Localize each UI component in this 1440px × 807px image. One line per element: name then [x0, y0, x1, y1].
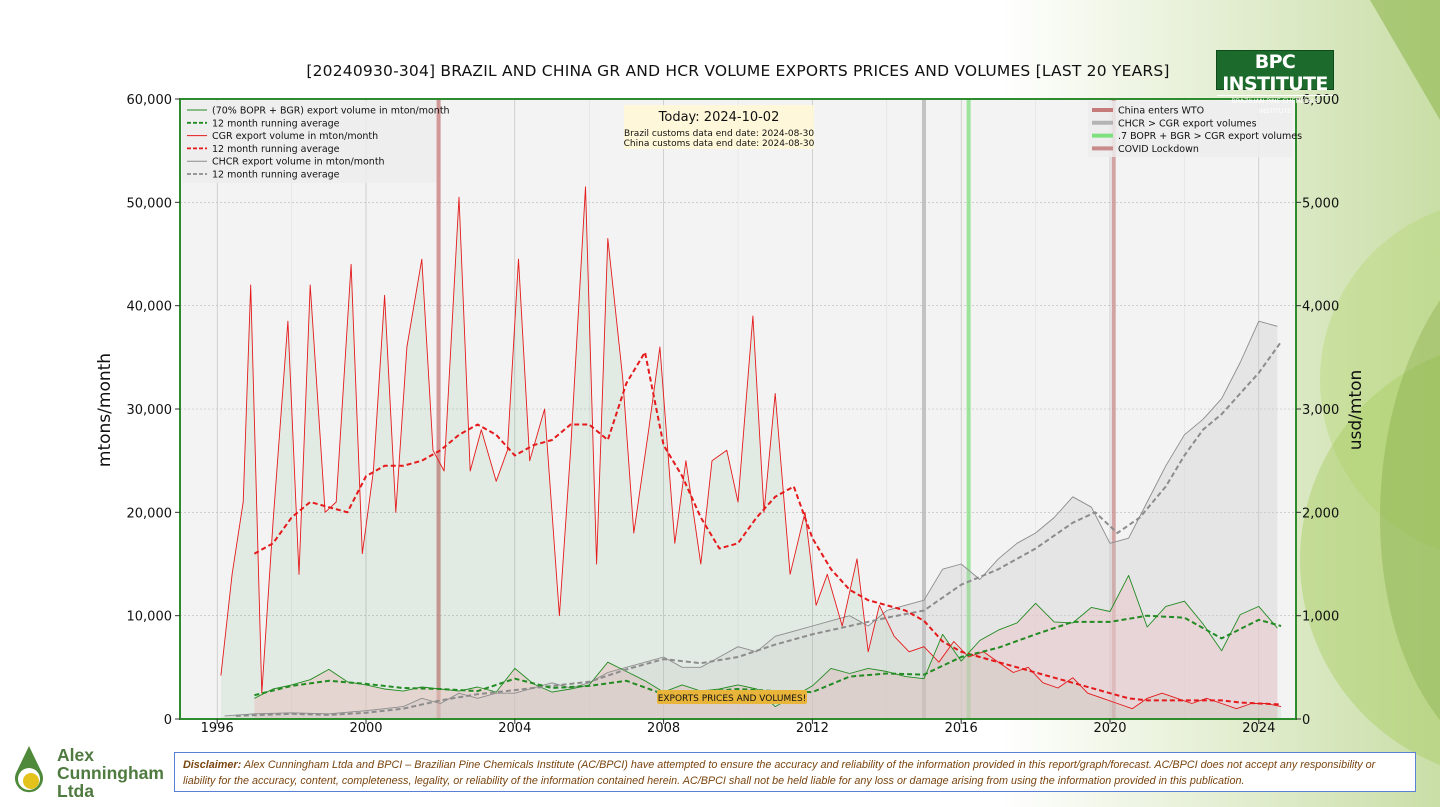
info-box	[624, 105, 814, 149]
bpc-institute-logo: BPC INSTITUTE BRAZILIAN PINE CHEMICALS I…	[1216, 50, 1334, 115]
disclaimer-label: Disclaimer:	[183, 759, 242, 771]
x-tick-label: 1996	[201, 721, 234, 736]
company-name: Alex Cunningham Ltda	[57, 746, 164, 800]
y-tick-label-right: 1,000	[1302, 610, 1339, 625]
legend-left-box	[182, 101, 436, 183]
x-tick-label: 2004	[498, 721, 531, 736]
y-axis-label-right: usd/mton	[1346, 369, 1366, 451]
logo-main-text: BPC INSTITUTE	[1222, 51, 1328, 95]
legend-entry: CGR export volume in mton/month	[212, 131, 378, 142]
y-tick-label: 40,000	[127, 300, 173, 315]
legend-event-entry: COVID Lockdown	[1118, 144, 1199, 155]
legend-event-entry: .7 BOPR + BGR > CGR export volumes	[1118, 131, 1302, 142]
logo-sub-text: BRAZILIAN PINE CHEMICALS INSTITUTE	[1217, 95, 1333, 116]
company-name-line-2: Cunningham	[57, 763, 164, 783]
y-tick-label-right: 2,000	[1302, 506, 1339, 521]
x-tick-label: 2020	[1093, 721, 1126, 736]
series-line	[253, 351, 1282, 706]
x-tick-label: 2024	[1242, 721, 1275, 736]
y-tick-label: 60,000	[127, 93, 173, 108]
y-tick-label-right: 0	[1302, 713, 1310, 728]
legend-right-box	[1088, 101, 1292, 157]
legend-event-entry: China enters WTO	[1118, 106, 1204, 117]
legend-left: (70% BOPR + BGR) export volume in mton/m…	[182, 101, 450, 183]
series-area	[254, 575, 1278, 719]
china-date-label: China customs data end date: 2024-08-30	[624, 139, 815, 149]
y-tick-label: 20,000	[127, 506, 173, 521]
y-tick-label: 50,000	[127, 196, 173, 211]
x-tick-label: 2000	[349, 721, 382, 736]
chart-title: [20240930-304] BRAZIL AND CHINA GR AND H…	[306, 62, 1170, 80]
series-area	[220, 186, 1282, 720]
series-line	[235, 341, 1282, 717]
brazil-date-label: Brazil customs data end date: 2024-08-30	[624, 129, 814, 139]
series-line	[224, 320, 1278, 717]
disclaimer-box: Disclaimer: Alex Cunningham Ltda and BPC…	[174, 752, 1416, 792]
series-line	[220, 186, 1282, 710]
series-area	[224, 321, 1278, 719]
legend-entry: 12 month running average	[212, 170, 340, 181]
today-label: Today: 2024-10-02	[658, 110, 780, 125]
badge-box	[657, 690, 807, 704]
legend-entry: 12 month running average	[212, 144, 340, 155]
y-tick-label: 0	[164, 713, 172, 728]
company-name-line-1: Alex	[57, 745, 94, 765]
legend-event-entry: CHCR > CGR export volumes	[1118, 118, 1257, 129]
company-name-line-3: Ltda	[57, 781, 94, 801]
y-tick-label-right: 5,000	[1302, 196, 1339, 211]
y-axis-label-left: mtons/month	[95, 352, 115, 468]
legend-entry: 12 month running average	[212, 118, 340, 129]
alex-cunningham-logo-icon	[15, 746, 43, 793]
y-tick-label-right: 6,000	[1302, 93, 1339, 108]
x-tick-label: 2008	[647, 721, 680, 736]
legend-entry: CHCR export volume in mton/month	[212, 157, 385, 168]
disclaimer-text: Alex Cunningham Ltda and BPCI – Brazilia…	[183, 759, 1376, 787]
y-tick-label-right: 4,000	[1302, 300, 1339, 315]
y-tick-label: 10,000	[127, 610, 173, 625]
legend-entry: (70% BOPR + BGR) export volume in mton/m…	[212, 106, 450, 117]
x-tick-label: 2016	[945, 721, 978, 736]
badge-label: EXPORTS PRICES AND VOLUMES!	[658, 694, 807, 704]
y-tick-label: 30,000	[127, 403, 173, 418]
y-tick-label-right: 3,000	[1302, 403, 1339, 418]
x-tick-label: 2012	[796, 721, 829, 736]
